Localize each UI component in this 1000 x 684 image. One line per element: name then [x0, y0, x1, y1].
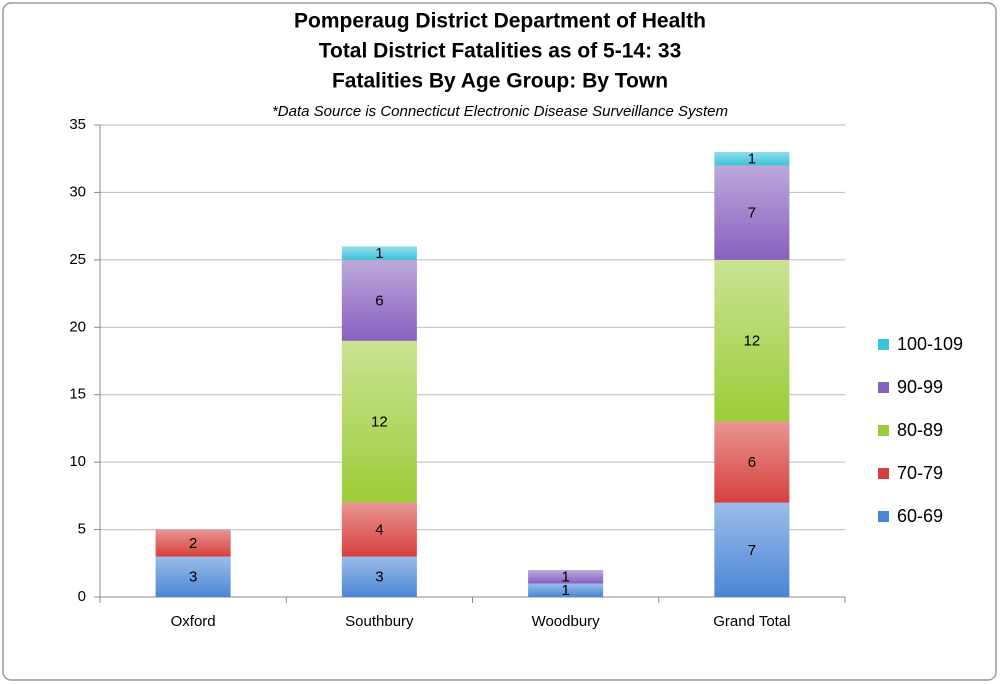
bar-shine: [714, 502, 790, 597]
y-tick-label: 30: [69, 183, 86, 200]
data-label: 12: [744, 333, 761, 350]
data-label: 1: [375, 245, 383, 262]
data-label: 12: [371, 414, 388, 431]
data-label: 1: [561, 569, 569, 586]
chart-title: Fatalities By Age Group: By Town: [332, 70, 668, 93]
legend-label: 60-69: [897, 506, 943, 526]
legend-label: 90-99: [897, 377, 943, 397]
legend-swatch: [878, 468, 889, 479]
data-label: 3: [189, 569, 197, 586]
data-label: 1: [561, 582, 569, 599]
x-tick-label: Oxford: [171, 613, 216, 630]
legend-swatch: [878, 425, 889, 436]
y-tick-label: 5: [78, 521, 86, 538]
x-tick-label: Grand Total: [713, 613, 790, 630]
data-label: 6: [375, 292, 383, 309]
bar-shine: [714, 165, 790, 260]
y-tick-label: 35: [69, 116, 86, 133]
y-tick-label: 15: [69, 386, 86, 403]
data-label: 1: [748, 151, 756, 168]
bar-shine: [155, 556, 231, 597]
data-label: 6: [748, 454, 756, 471]
chart-title: Total District Fatalities as of 5-14: 33: [319, 40, 682, 63]
chart-title: Pomperaug District Department of Health: [294, 10, 706, 33]
legend-label: 70-79: [897, 463, 943, 483]
y-tick-label: 10: [69, 453, 86, 470]
bar-shine: [341, 259, 417, 341]
x-tick-label: Southbury: [345, 613, 414, 630]
legend-swatch: [878, 339, 889, 350]
data-label: 4: [375, 522, 383, 539]
legend-swatch: [878, 382, 889, 393]
x-tick-label: Woodbury: [532, 613, 601, 630]
y-tick-label: 0: [78, 588, 86, 605]
legend-label: 80-89: [897, 420, 943, 440]
bar-shine: [714, 421, 790, 503]
bar-shine: [341, 502, 417, 557]
bar-shine: [528, 583, 604, 597]
bar-shine: [341, 556, 417, 597]
bar-shine: [341, 340, 417, 503]
legend-swatch: [878, 511, 889, 522]
legend-label: 100-109: [897, 334, 963, 354]
data-label: 7: [748, 205, 756, 222]
bar-shine: [341, 246, 417, 260]
bar-shine: [155, 529, 231, 557]
y-tick-label: 20: [69, 318, 86, 335]
bar-shine: [528, 570, 604, 584]
data-label: 3: [375, 569, 383, 586]
chart-subtitle: *Data Source is Connecticut Electronic D…: [272, 103, 728, 120]
y-tick-label: 25: [69, 251, 86, 268]
data-label: 2: [189, 535, 197, 552]
bar-shine: [714, 259, 790, 422]
bar-shine: [714, 151, 790, 166]
data-label: 7: [748, 542, 756, 559]
